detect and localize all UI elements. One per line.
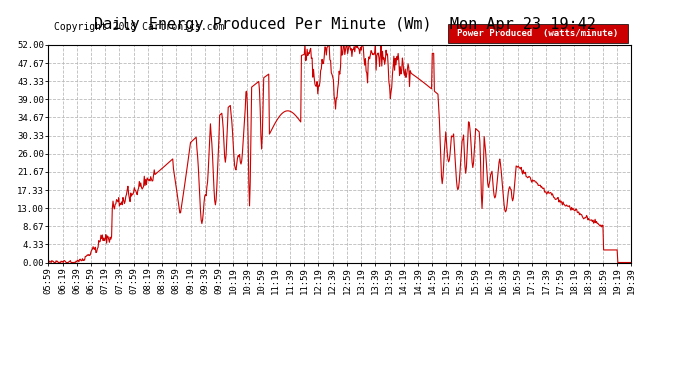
Text: Copyright 2018 Cartronics.com: Copyright 2018 Cartronics.com bbox=[54, 22, 224, 32]
Text: Daily Energy Produced Per Minute (Wm)  Mon Apr 23 19:42: Daily Energy Produced Per Minute (Wm) Mo… bbox=[94, 17, 596, 32]
FancyBboxPatch shape bbox=[448, 24, 629, 43]
Text: Power Produced  (watts/minute): Power Produced (watts/minute) bbox=[457, 29, 619, 38]
